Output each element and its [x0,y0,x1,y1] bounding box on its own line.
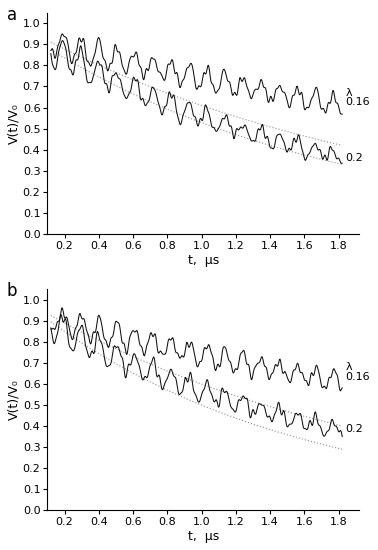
Text: λ: λ [345,362,352,372]
Text: λ: λ [345,88,352,98]
Y-axis label: V(t)/V₀: V(t)/V₀ [7,103,20,144]
X-axis label: t,  μs: t, μs [188,254,219,267]
Text: 0.2: 0.2 [345,153,363,163]
X-axis label: t,  μs: t, μs [188,530,219,543]
Text: 0.2: 0.2 [345,424,363,433]
Text: a: a [7,6,17,24]
Text: 0.16: 0.16 [345,372,370,382]
Text: 0.16: 0.16 [345,97,370,107]
Y-axis label: V(t)/V₀: V(t)/V₀ [7,379,20,420]
Text: b: b [7,283,17,300]
